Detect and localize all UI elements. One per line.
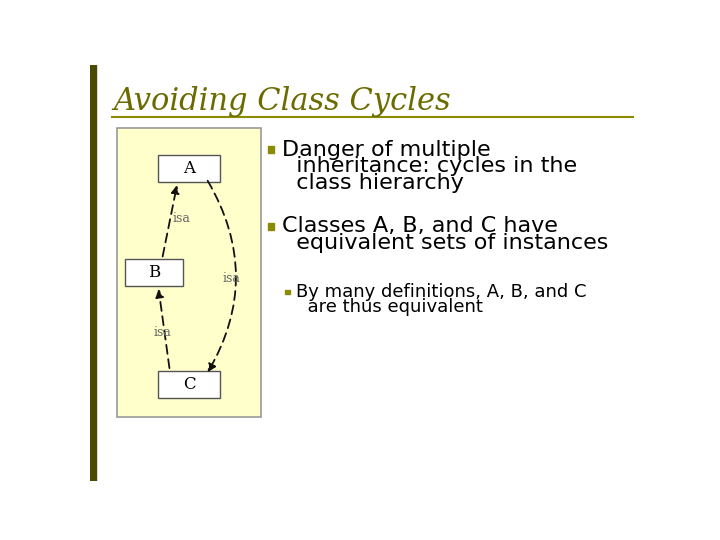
Text: Classes A, B, and C have: Classes A, B, and C have (282, 217, 558, 237)
Text: A: A (183, 160, 195, 177)
Bar (117, 128, 261, 417)
Bar (90, 65, 96, 481)
Text: C: C (183, 376, 196, 393)
Bar (158, 371, 220, 398)
Bar (285, 289, 290, 294)
Text: class hierarchy: class hierarchy (282, 173, 464, 193)
Text: By many definitions, A, B, and C: By many definitions, A, B, and C (296, 283, 587, 301)
Bar (269, 146, 274, 153)
Text: B: B (148, 264, 161, 281)
Text: inheritance: cycles in the: inheritance: cycles in the (282, 157, 577, 177)
Bar (125, 259, 184, 286)
Text: are thus equivalent: are thus equivalent (296, 298, 483, 316)
Text: isa: isa (223, 272, 240, 285)
Text: isa: isa (153, 326, 171, 339)
Text: equivalent sets of instances: equivalent sets of instances (282, 233, 608, 253)
Text: Danger of multiple: Danger of multiple (282, 139, 491, 159)
Bar (158, 156, 220, 182)
Text: isa: isa (173, 212, 190, 225)
Text: Avoiding Class Cycles: Avoiding Class Cycles (113, 86, 451, 117)
Bar (269, 224, 274, 230)
